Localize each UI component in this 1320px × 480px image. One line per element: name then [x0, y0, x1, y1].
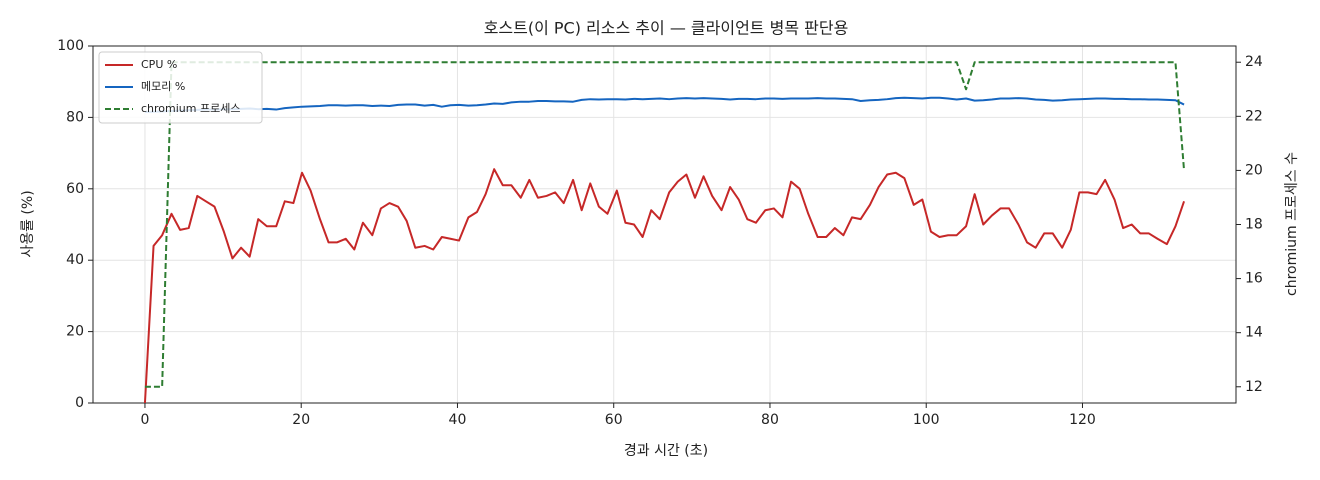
- y2-tick-label: 22: [1245, 108, 1263, 124]
- legend-label: CPU %: [141, 58, 177, 71]
- series-line: [144, 96, 1185, 114]
- x-tick-label: 40: [449, 412, 467, 428]
- legend: CPU % 메모리 % chromium 프로세스: [98, 51, 263, 124]
- x-tick-label: 0: [140, 412, 149, 428]
- x-tick-label: 60: [605, 412, 623, 428]
- legend-label: chromium 프로세스: [141, 102, 240, 115]
- series-line: [143, 168, 1185, 404]
- x-tick-label: 20: [292, 412, 310, 428]
- y-tick-label: 100: [57, 38, 84, 54]
- y-tick-label: 20: [66, 324, 84, 340]
- x-tick-label: 120: [1069, 412, 1096, 428]
- y2-tick-label: 12: [1245, 379, 1263, 395]
- y2-tick-label: 16: [1245, 271, 1263, 287]
- y2-tick-label: 20: [1245, 162, 1263, 178]
- legend-label: 메모리 %: [141, 80, 185, 93]
- x-axis-label: 경과 시간 (초): [624, 443, 708, 459]
- legend-box: [98, 51, 263, 124]
- y2-tick-label: 24: [1245, 54, 1263, 70]
- y-tick-label: 0: [75, 395, 84, 411]
- y2-tick-label: 14: [1245, 325, 1263, 341]
- y-tick-label: 60: [66, 181, 84, 197]
- x-tick-label: 100: [913, 412, 940, 428]
- y-tick-label: 40: [66, 252, 84, 268]
- y2-tick-label: 18: [1245, 217, 1263, 233]
- x-tick-label: 80: [761, 412, 779, 428]
- y2-axis-label: chromium 프로세스 수: [1284, 152, 1300, 296]
- y-axis-label: 사용률 (%): [20, 190, 36, 257]
- chart-title: 호스트(이 PC) 리소스 추이 — 클라이언트 병목 판단용: [484, 19, 849, 38]
- y-tick-label: 80: [66, 109, 84, 125]
- plot-frame: [92, 45, 1237, 404]
- series-line: [144, 61, 1186, 388]
